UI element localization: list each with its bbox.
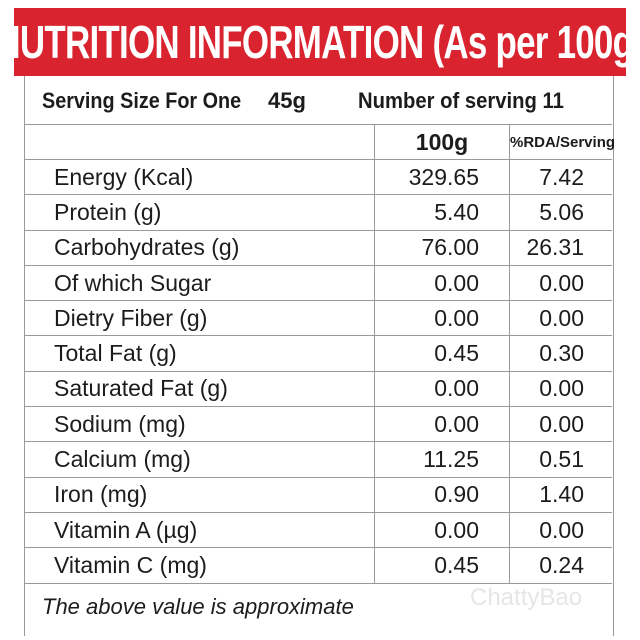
- value-rda-per-serving: 1.40: [509, 476, 612, 513]
- header-nutrient: [24, 124, 375, 160]
- nutrient-name: Carbohydrates (g): [24, 229, 375, 266]
- table-row: Protein (g) 5.40 5.06: [24, 194, 612, 231]
- value-rda-per-serving: 0.24: [509, 547, 612, 584]
- nutrient-name: Vitamin A (µg): [24, 511, 375, 548]
- table-row: Vitamin C (mg) 0.45 0.24: [24, 547, 612, 584]
- nutrient-name: Dietry Fiber (g): [24, 300, 375, 336]
- value-per-100g: 76.00: [374, 229, 510, 266]
- serving-size-label: Serving Size For One: [42, 88, 242, 113]
- serving-info: Serving Size For One 45g Number of servi…: [24, 78, 612, 124]
- value-rda-per-serving: 0.51: [509, 441, 612, 478]
- table-row: Energy (Kcal) 329.65 7.42: [24, 158, 612, 195]
- value-rda-per-serving: 0.00: [509, 370, 612, 407]
- table-row: Saturated Fat (g) 0.00 0.00: [24, 370, 612, 407]
- nutrient-name: Protein (g): [24, 194, 375, 231]
- value-rda-per-serving: 0.00: [509, 511, 612, 548]
- value-rda-per-serving: 0.30: [509, 335, 612, 372]
- table-row: Iron (mg) 0.90 1.40: [24, 476, 612, 513]
- value-rda-per-serving: 0.00: [509, 264, 612, 301]
- value-per-100g: 0.00: [374, 264, 510, 301]
- nutrition-table: 100g %RDA/Serving Energy (Kcal) 329.65 7.4…: [24, 124, 615, 584]
- nutrient-name: Iron (mg): [24, 476, 375, 513]
- nutrient-name: Vitamin C (mg): [24, 547, 375, 584]
- value-rda-per-serving: 7.42: [509, 158, 612, 195]
- footnote: The above value is approximate: [42, 594, 354, 619]
- page-title: NUTRITION INFORMATION (As per 100g): [0, 16, 640, 68]
- nutrient-name: Energy (Kcal): [24, 158, 375, 195]
- nutrient-name: Saturated Fat (g): [24, 370, 375, 407]
- value-per-100g: 0.45: [374, 335, 510, 372]
- serving-size-value: 45g: [268, 88, 306, 113]
- title-banner: NUTRITION INFORMATION (As per 100g): [0, 8, 640, 76]
- value-rda-per-serving: 5.06: [509, 194, 612, 231]
- value-per-100g: 329.65: [374, 158, 510, 195]
- nutrient-name: Calcium (mg): [24, 441, 375, 478]
- table-row: Calcium (mg) 11.25 0.51: [24, 441, 612, 478]
- table-header-row: 100g %RDA/Serving: [24, 124, 615, 160]
- nutrient-name: Of which Sugar: [24, 264, 375, 301]
- table-row: Vitamin A (µg) 0.00 0.00: [24, 511, 612, 548]
- watermark: ChattyBao: [470, 584, 583, 611]
- value-per-100g: 5.40: [374, 194, 510, 231]
- table-row: Dietry Fiber (g) 0.00 0.00: [24, 300, 612, 336]
- nutrient-name: Sodium (mg): [24, 406, 375, 442]
- table-row: Of which Sugar 0.00 0.00: [24, 264, 612, 301]
- nutrient-name: Total Fat (g): [24, 335, 375, 372]
- value-rda-per-serving: 26.31: [509, 229, 612, 266]
- header-rda-per-serving: %RDA/Serving: [509, 124, 615, 160]
- value-rda-per-serving: 0.00: [509, 300, 612, 336]
- value-per-100g: 11.25: [374, 441, 510, 478]
- value-per-100g: 0.00: [374, 406, 510, 442]
- value-per-100g: 0.00: [374, 370, 510, 407]
- table-row: Total Fat (g) 0.45 0.30: [24, 335, 612, 372]
- value-per-100g: 0.45: [374, 547, 510, 584]
- value-per-100g: 0.00: [374, 300, 510, 336]
- table-row: Sodium (mg) 0.00 0.00: [24, 406, 612, 442]
- header-per-100g: 100g: [374, 124, 510, 160]
- value-rda-per-serving: 0.00: [509, 406, 612, 442]
- value-per-100g: 0.00: [374, 511, 510, 548]
- number-of-servings: Number of serving 11: [358, 88, 564, 113]
- table-row: Carbohydrates (g) 76.00 26.31: [24, 229, 612, 266]
- value-per-100g: 0.90: [374, 476, 510, 513]
